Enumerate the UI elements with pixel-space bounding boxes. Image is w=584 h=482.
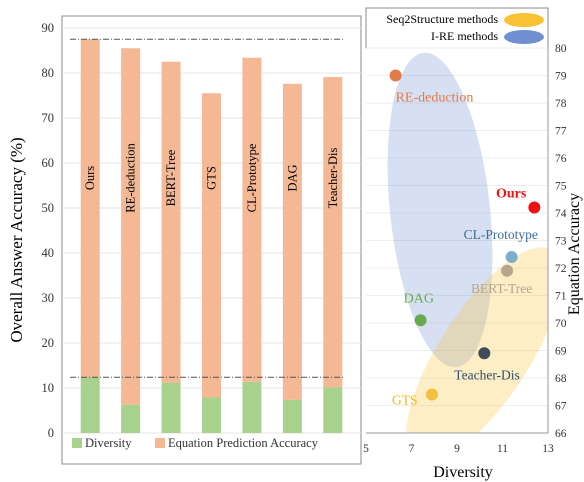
- bar-equation-accuracy-re-deduction: [121, 48, 141, 405]
- scatter-y-tick-label: 78: [555, 98, 567, 110]
- bar-y-tick-label: 10: [42, 381, 55, 395]
- scatter-point-label-teacher-dis: Teacher-Dis: [454, 367, 520, 382]
- legend-swatch-seq2structure: [504, 13, 544, 27]
- bar-equation-accuracy-cl-prototype: [242, 57, 262, 382]
- bar-y-tick-label: 0: [48, 426, 54, 440]
- legend-label-equation-accuracy: Equation Prediction Accuracy: [168, 436, 319, 450]
- scatter-x-tick-label: 13: [542, 443, 554, 455]
- scatter-y-tick-label: 73: [555, 236, 567, 248]
- bar-equation-accuracy-teacher-dis: [323, 77, 343, 388]
- scatter-points: RE-deduction Ours CL-Prototype BERT-Tree DAG…: [389, 69, 541, 408]
- category-label-cl-prototype: CL-Prototype: [245, 143, 259, 212]
- scatter-x-axis-label: Diversity: [433, 464, 493, 481]
- scatter-point-cl-prototype: [505, 251, 518, 263]
- bar-equation-accuracy-bert-tree: [161, 61, 181, 383]
- scatter-y-tick-label: 69: [555, 346, 567, 358]
- bar-series: [80, 39, 343, 433]
- bar-y-tick-label: 70: [42, 111, 55, 125]
- bar-y-axis-label: Overall Answer Accuracy (%): [7, 137, 26, 342]
- scatter-point-label-dag: DAG: [404, 291, 434, 306]
- scatter-point-label-re-deduction: RE-deduction: [396, 91, 474, 106]
- scatter-point-ours: [528, 201, 541, 214]
- bar-equation-accuracy-dag: [282, 83, 302, 400]
- scatter-y-tick-label: 68: [555, 373, 567, 385]
- category-labels: Ours RE-deduction BERT-Tree GTS CL-Prototype…: [83, 143, 340, 213]
- scatter-y-tick-label: 74: [555, 208, 567, 220]
- scatter-point-teacher-dis: [478, 347, 491, 360]
- scatter-x-tick-labels: 5 7 9 11 13: [363, 443, 554, 455]
- bar-legend: Diversity Equation Prediction Accuracy: [72, 436, 319, 450]
- bar-y-tick-label: 90: [42, 21, 55, 35]
- scatter-point-gts: [425, 388, 438, 401]
- scatter-y-tick-label: 71: [555, 291, 567, 303]
- bar-diversity-gts: [202, 397, 221, 433]
- ellipse-i-re-methods: [387, 52, 493, 368]
- bar-diversity-cl-prototype: [242, 381, 262, 433]
- category-label-bert-tree: BERT-Tree: [164, 149, 178, 206]
- category-label-teacher-dis: Teacher-Dis: [326, 148, 340, 209]
- scatter-point-label-gts: GTS: [392, 393, 418, 408]
- scatter-x-tick-label: 11: [497, 443, 508, 455]
- legend-label-diversity: Diversity: [85, 436, 132, 450]
- bar-equation-accuracy-ours: [80, 39, 100, 378]
- method-group-ellipses: [387, 52, 548, 433]
- scatter-point-label-ours: Ours: [496, 187, 527, 202]
- legend-swatch-diversity: [72, 438, 82, 448]
- scatter-y-tick-label: 75: [555, 181, 567, 193]
- scatter-point-label-bert-tree: BERT-Tree: [471, 281, 532, 296]
- scatter-y-axis-label: Equation Accuracy: [566, 193, 583, 315]
- scatter-point-bert-tree: [501, 264, 514, 277]
- scatter-y-tick-label: 77: [555, 126, 567, 138]
- bar-diversity-re-deduction: [121, 404, 141, 433]
- bar-y-tick-labels: 0 10 20 30 40 50 60 70 80 90: [42, 21, 55, 440]
- bar-y-tick-label: 20: [42, 336, 55, 350]
- bar-y-tick-label: 60: [42, 156, 55, 170]
- category-label-gts: GTS: [205, 166, 219, 190]
- legend-swatch-equation-accuracy: [155, 438, 165, 448]
- scatter-x-tick-label: 5: [363, 443, 369, 455]
- bar-y-tick-label: 80: [42, 66, 55, 80]
- category-label-re-deduction: RE-deduction: [124, 143, 138, 213]
- scatter-point-re-deduction: [389, 69, 402, 82]
- scatter-legend: Seq2Structure methods I-RE methods: [386, 12, 544, 44]
- scatter-x-tick-label: 9: [454, 443, 460, 455]
- scatter-y-tick-label: 79: [555, 71, 567, 83]
- scatter-y-tick-label: 76: [555, 153, 567, 165]
- scatter-point-label-cl-prototype: CL-Prototype: [464, 227, 538, 242]
- bar-y-tick-label: 40: [42, 246, 55, 260]
- scatter-y-tick-label: 66: [555, 428, 567, 440]
- bar-equation-accuracy-gts: [202, 93, 221, 398]
- scatter-y-tick-label: 72: [555, 263, 567, 275]
- legend-swatch-i-re: [504, 30, 544, 44]
- category-label-ours: Ours: [83, 166, 97, 190]
- legend-label-i-re: I-RE methods: [431, 29, 498, 43]
- bar-y-tick-label: 30: [42, 291, 55, 305]
- bar-diversity-bert-tree: [161, 382, 181, 433]
- scatter-point-dag: [414, 314, 427, 327]
- bar-y-tick-label: 50: [42, 201, 55, 215]
- reference-lines: [70, 38, 344, 378]
- bar-chart-panel: 0 10 20 30 40 50 60 70 80 90 Ours RE-deduction BERT…: [7, 15, 362, 465]
- category-label-dag: DAG: [285, 164, 299, 191]
- bar-diversity-dag: [282, 399, 302, 433]
- bar-gridlines: [62, 27, 361, 434]
- scatter-x-tick-label: 7: [409, 443, 415, 455]
- legend-label-seq2structure: Seq2Structure methods: [386, 12, 498, 26]
- scatter-y-tick-label: 67: [555, 401, 567, 413]
- scatter-y-tick-label: 80: [555, 43, 567, 55]
- scatter-y-tick-labels: 66 67 68 69 70 71 72 73 74 75 76 77 78 79 80: [555, 43, 567, 440]
- scatter-y-tick-label: 70: [555, 318, 567, 330]
- bar-diversity-ours: [80, 377, 100, 433]
- bar-diversity-teacher-dis: [323, 387, 343, 433]
